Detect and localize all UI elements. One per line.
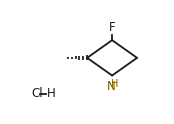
Text: F: F: [109, 21, 115, 34]
Text: H: H: [47, 87, 56, 100]
Text: Cl: Cl: [32, 87, 44, 100]
Text: H: H: [111, 79, 119, 89]
Text: N: N: [107, 80, 115, 93]
